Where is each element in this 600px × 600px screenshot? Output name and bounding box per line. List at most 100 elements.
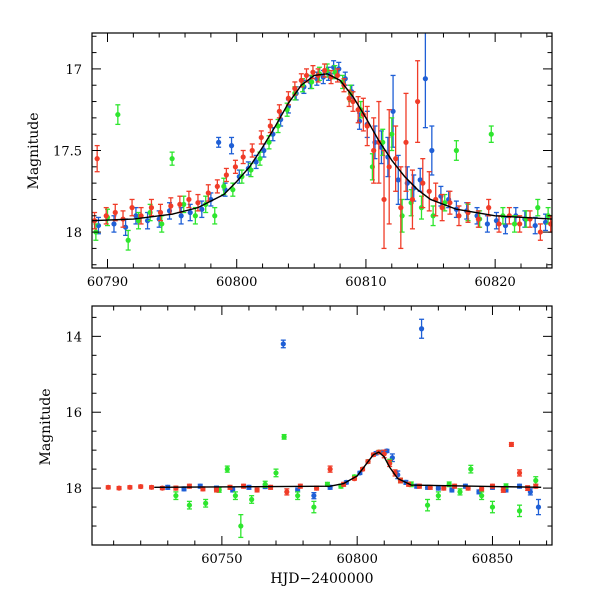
top-y-tick-label: 17.5 <box>53 145 82 160</box>
bottom-data-point <box>138 483 144 490</box>
top-data-point <box>350 98 356 105</box>
top-data-point <box>223 172 229 178</box>
bottom-data-point <box>203 500 209 506</box>
top-data-point <box>103 213 109 219</box>
top-data-point <box>535 205 541 211</box>
bottom-data-point <box>533 483 539 489</box>
top-model-curve <box>92 73 552 222</box>
top-data-point <box>276 108 282 114</box>
top-data-point <box>420 180 426 186</box>
top-y-axis-label: Magnitude <box>26 112 42 189</box>
top-data-point <box>398 205 404 211</box>
bottom-data-point <box>273 470 279 476</box>
top-data-point <box>178 213 184 219</box>
bottom-ticks <box>92 306 552 546</box>
top-data-point <box>228 143 235 149</box>
top-data-point <box>409 196 416 203</box>
bottom-data-point <box>284 489 290 495</box>
bottom-data-point <box>295 493 301 499</box>
top-data-point <box>453 147 459 154</box>
top-data-point <box>267 123 273 129</box>
top-data-point <box>221 183 227 190</box>
bottom-data-point <box>267 484 274 490</box>
bottom-data-point <box>416 483 423 489</box>
bottom-axes-frame <box>91 305 553 546</box>
bottom-y-tick-label: 18 <box>65 482 82 497</box>
top-data-point <box>257 156 263 162</box>
top-data-point <box>135 218 142 224</box>
top-x-tick-label: 60790 <box>87 275 128 290</box>
top-data-point <box>212 213 218 219</box>
top-data-point <box>298 77 304 83</box>
bottom-data-layer <box>105 318 542 539</box>
top-data-layer <box>92 33 552 251</box>
bottom-data-point <box>186 483 193 489</box>
top-data-point <box>309 79 315 85</box>
bottom-data-point <box>435 493 441 499</box>
top-data-point <box>186 196 192 203</box>
top-data-point <box>181 201 187 207</box>
top-data-point <box>205 190 211 196</box>
bottom-data-point <box>525 485 531 491</box>
top-data-point <box>334 72 341 79</box>
bottom-data-point <box>280 341 286 347</box>
bottom-data-point <box>457 489 463 495</box>
top-data-point <box>240 154 246 160</box>
top-data-point <box>94 156 100 162</box>
bottom-data-point <box>159 485 165 491</box>
bottom-data-point <box>262 481 268 487</box>
top-data-point <box>232 164 239 170</box>
bottom-data-point <box>479 486 485 492</box>
top-data-point <box>310 69 316 75</box>
bottom-x-tick-label: 60850 <box>472 552 513 567</box>
top-data-point <box>429 147 435 154</box>
bottom-data-point <box>311 504 317 510</box>
top-data-point <box>415 98 421 105</box>
top-data-point <box>115 111 121 118</box>
bottom-data-point <box>418 326 425 332</box>
top-data-point <box>133 213 139 219</box>
top-data-point <box>393 156 399 162</box>
top-data-point <box>517 221 523 227</box>
top-data-point <box>159 221 165 227</box>
bottom-model-curve <box>154 451 542 489</box>
top-data-point <box>430 213 436 219</box>
top-data-point <box>125 237 131 243</box>
top-data-point <box>389 131 395 137</box>
top-data-point <box>144 218 151 224</box>
top-data-point <box>248 167 254 173</box>
top-data-point <box>386 164 392 170</box>
bottom-data-point <box>468 466 474 472</box>
bottom-data-point <box>127 484 133 490</box>
top-data-point <box>346 95 352 101</box>
top-y-tick-label: 18 <box>65 226 82 241</box>
top-data-point <box>511 221 518 227</box>
top-data-point <box>321 67 328 74</box>
top-data-point <box>371 147 377 154</box>
bottom-data-point <box>392 470 398 476</box>
bottom-x-axis-label: HJD−2400000 <box>270 571 373 587</box>
top-data-point <box>168 203 174 209</box>
top-data-point <box>112 209 118 216</box>
top-data-point <box>426 188 432 194</box>
top-data-point <box>148 205 155 211</box>
top-data-point <box>258 134 264 141</box>
top-data-point <box>111 221 117 227</box>
bottom-data-point <box>186 502 193 508</box>
top-axes-frame <box>91 32 553 269</box>
bottom-data-point <box>435 485 441 491</box>
top-data-point <box>195 200 201 206</box>
bottom-data-point <box>254 487 260 493</box>
bottom-series-2 <box>105 441 539 496</box>
bottom-y-tick-label: 14 <box>65 330 82 345</box>
top-data-point <box>261 147 267 154</box>
top-data-point <box>403 139 409 145</box>
bottom-data-point <box>441 485 447 491</box>
bottom-data-point <box>508 441 515 448</box>
bottom-data-point <box>173 485 179 491</box>
bottom-x-tick-label: 60800 <box>336 552 377 567</box>
top-data-point <box>249 147 255 154</box>
bottom-data-point <box>173 493 179 499</box>
bottom-data-point <box>213 487 220 493</box>
